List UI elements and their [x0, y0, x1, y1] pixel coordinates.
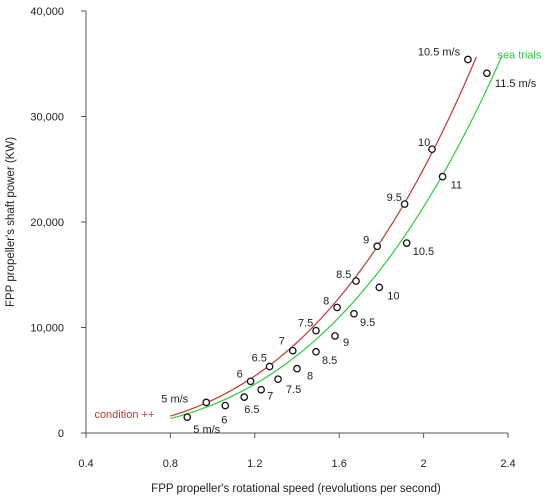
data-label: 10 — [387, 290, 399, 302]
data-point — [293, 364, 301, 373]
series-curve-1 — [170, 56, 503, 420]
data-label: 8 — [323, 295, 329, 307]
x-tick-label: 2.4 — [500, 458, 515, 470]
data-label: 7.5 — [298, 318, 313, 330]
data-point — [438, 172, 447, 181]
data-point — [350, 309, 358, 318]
data-point — [312, 326, 320, 335]
data-point — [352, 277, 360, 285]
data-point — [428, 145, 436, 154]
data-label: 10 — [418, 137, 430, 149]
data-point — [265, 362, 274, 371]
data-point — [483, 69, 491, 78]
data-point — [274, 375, 282, 384]
data-label: 7.5 — [286, 384, 301, 396]
series-curve-0 — [170, 56, 477, 417]
data-point — [375, 283, 384, 292]
data-point — [288, 346, 297, 355]
data-label: 6.5 — [244, 404, 259, 416]
y-tick-label: 20,000 — [30, 217, 64, 229]
series-name-label: condition ++ — [94, 409, 154, 421]
data-label: 8.5 — [336, 269, 351, 281]
series-name-label: sea trials — [497, 49, 542, 61]
data-label: 6.5 — [252, 353, 267, 365]
data-label: 8 — [307, 371, 313, 383]
markers — [183, 55, 491, 422]
data-label: 11.5 m/s — [495, 78, 537, 90]
data-point — [312, 347, 320, 356]
data-label: 9 — [363, 234, 369, 246]
data-label: 5 m/s — [193, 424, 220, 436]
y-tick-label: 10,000 — [30, 323, 64, 335]
x-axis-title: FPP propeller's rotational speed (revolu… — [151, 483, 441, 495]
data-point — [221, 401, 230, 410]
y-tick-label: 30,000 — [30, 112, 64, 124]
y-tick-label: 0 — [58, 428, 64, 440]
data-label: 6 — [221, 415, 227, 427]
data-point — [333, 303, 341, 312]
y-axis-title: FPP propeller's shaft power (KW) — [5, 137, 17, 307]
data-point — [464, 55, 472, 64]
data-point — [202, 398, 211, 407]
data-label: 7 — [267, 391, 273, 403]
x-tick-label: 0.8 — [163, 458, 178, 470]
data-point — [331, 332, 339, 340]
ticks: 0.4 0.8 1.2 1.6 2 2.4 0 10,000 20,000 30,000 40,00… — [30, 6, 515, 470]
data-point — [257, 385, 265, 394]
data-label: 5 m/s — [161, 393, 188, 405]
series-labels: condition ++ sea trials — [94, 49, 542, 421]
data-label: 9.5 — [360, 317, 375, 329]
data-label: 10.5 m/s — [418, 47, 461, 59]
data-label: 7 — [279, 336, 285, 348]
data-label: 10.5 — [413, 246, 434, 258]
data-point — [240, 393, 249, 401]
data-point — [400, 200, 409, 208]
data-point — [183, 413, 192, 422]
data-label: 11 — [451, 180, 462, 192]
data-point — [373, 242, 382, 251]
curves — [170, 56, 503, 420]
data-point — [246, 377, 255, 386]
y-tick-label: 40,000 — [30, 6, 64, 18]
data-label: 6 — [237, 368, 243, 380]
data-label: 9.5 — [387, 192, 402, 204]
x-tick-label: 1.6 — [332, 458, 347, 470]
x-tick-label: 0.4 — [78, 458, 93, 470]
data-label: 9 — [343, 337, 349, 349]
x-tick-label: 1.2 — [247, 458, 262, 470]
data-point — [402, 239, 411, 247]
x-tick-label: 2 — [421, 458, 427, 470]
data-label: 8.5 — [322, 355, 337, 367]
